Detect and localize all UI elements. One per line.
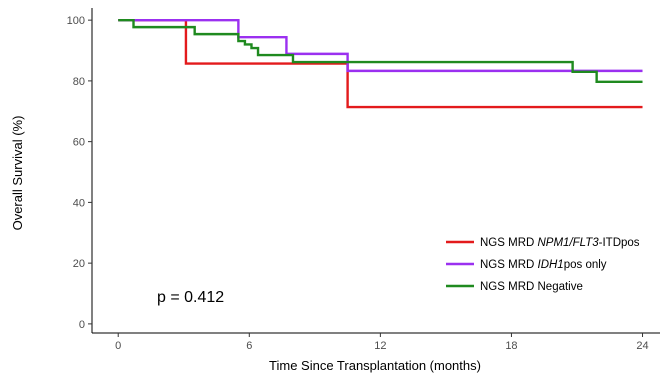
x-tick-label: 0 [115, 340, 121, 352]
y-tick-label: 0 [79, 319, 85, 331]
legend-label-part: NGS MRD Negative [480, 281, 583, 293]
y-tick-label: 40 [73, 197, 85, 209]
legend-label-part: IDH1 [538, 259, 564, 271]
x-tick-label: 24 [636, 340, 648, 352]
x-axis-label: Time Since Transplantation (months) [269, 358, 481, 373]
x-tick-label: 12 [374, 340, 386, 352]
axes: 0 20 40 60 80 100 0 6 12 18 24 [67, 8, 660, 352]
legend-label-part: NPM1/FLT3 [538, 237, 600, 249]
series-line-2 [118, 18, 643, 73]
y-tick-label: 100 [67, 15, 85, 27]
x-tick-label: 6 [246, 340, 252, 352]
y-tick-label: 20 [73, 258, 85, 270]
series-line-3 [118, 18, 643, 84]
legend-label-part: NGS MRD [480, 259, 538, 271]
y-tick-label: 80 [73, 76, 85, 88]
p-value-annotation: p = 0.412 [157, 289, 224, 306]
legend-label-1: NGS MRD NPM1/FLT3-ITDpos [480, 237, 640, 249]
legend-label-part: pos only [564, 259, 607, 271]
y-tick-label: 60 [73, 137, 85, 149]
legend-label-part: NGS MRD [480, 237, 538, 249]
legend-label-2: NGS MRD IDH1pos only [480, 259, 607, 271]
x-tick-label: 18 [505, 340, 517, 352]
legend-label-part: -ITDpos [599, 237, 640, 249]
legend-label-3: NGS MRD Negative [480, 281, 583, 293]
plot-area [118, 18, 643, 109]
y-axis-label: Overall Survival (%) [10, 116, 25, 231]
